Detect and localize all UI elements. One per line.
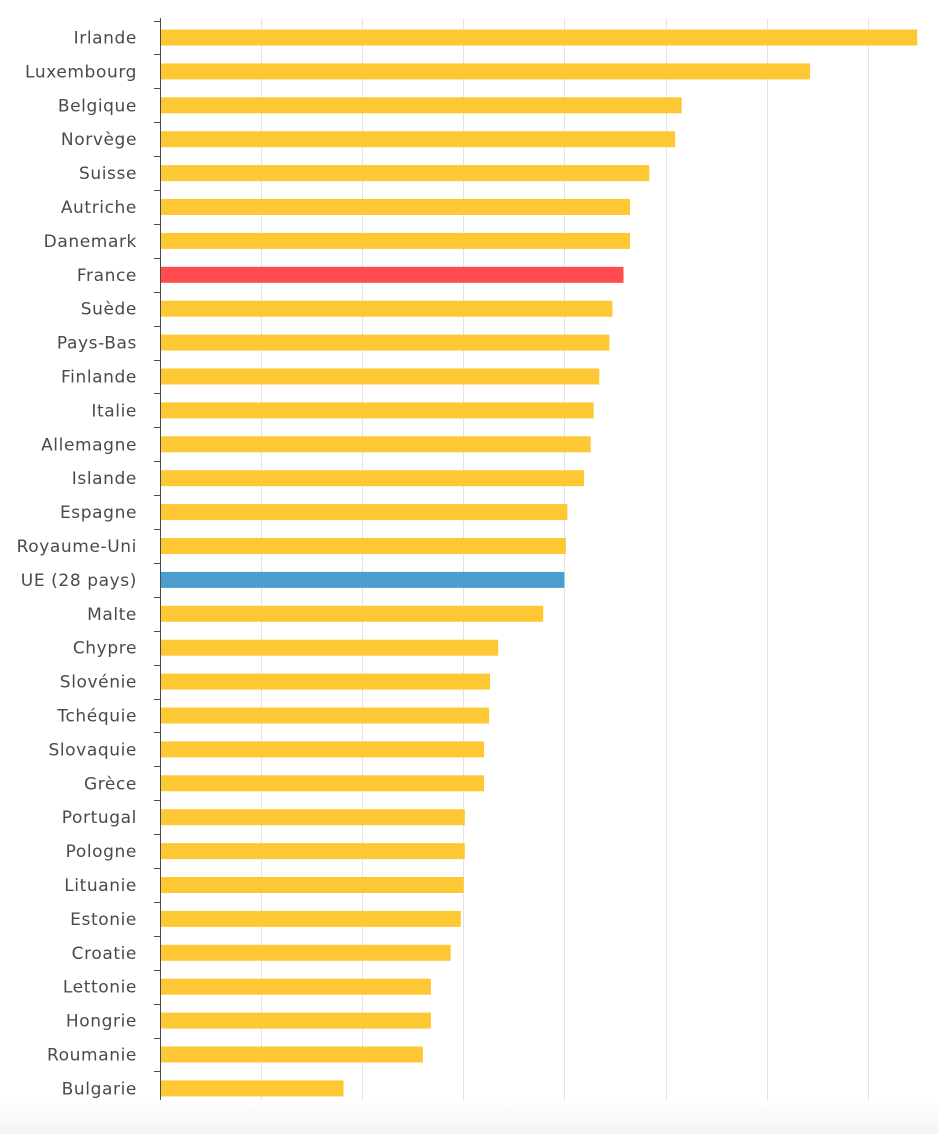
category-label: UE (28 pays) [21, 571, 137, 591]
bar-norv-ge [161, 131, 676, 148]
category-label: Pologne [66, 842, 137, 862]
category-label: Portugal [62, 808, 137, 828]
bar-portugal [161, 809, 465, 826]
bar-pays-bas [161, 334, 610, 351]
category-label: Lettonie [63, 978, 137, 998]
category-label: Danemark [44, 232, 137, 252]
bar-chypre [161, 639, 499, 656]
category-label: Autriche [61, 198, 137, 218]
bar-croatie [161, 944, 451, 961]
category-label: Norvège [61, 130, 137, 150]
bar-royaume-uni [161, 538, 566, 554]
y-axis [154, 18, 161, 1100]
category-label: Hongrie [66, 1012, 137, 1032]
category-label: Belgique [58, 96, 137, 116]
bar-tch-quie [161, 707, 490, 724]
bar-italie [161, 402, 594, 419]
bar-ue-28-pays [161, 571, 565, 588]
bar-gr-ce [161, 775, 484, 792]
bar-slov-nie [161, 673, 491, 690]
category-label: Allemagne [41, 435, 137, 455]
category-label: Royaume-Uni [17, 537, 137, 557]
bar-espagne [161, 504, 568, 521]
bar-france [161, 266, 624, 283]
category-label: Islande [72, 469, 137, 489]
bar-belgique [161, 97, 682, 114]
bar-luxembourg [161, 63, 811, 80]
category-label: Espagne [60, 503, 137, 523]
category-label: Slovaquie [48, 740, 137, 760]
bar-roumanie [161, 1046, 423, 1063]
category-label: Suisse [79, 164, 137, 184]
bar-danemark [161, 232, 631, 249]
category-label: Malte [87, 605, 137, 625]
bar-irlande [161, 29, 918, 46]
category-label: Estonie [70, 910, 137, 930]
bar-lituanie [161, 877, 464, 893]
category-label: Irlande [74, 29, 137, 49]
category-label: Suède [81, 300, 137, 320]
bar-allemagne [161, 436, 591, 453]
bar-pologne [161, 843, 465, 860]
bar-autriche [161, 199, 631, 215]
category-label: Slovénie [60, 673, 137, 693]
bar-slovaquie [161, 741, 484, 758]
bars [161, 29, 918, 1097]
gridlines [261, 18, 869, 1100]
bar-islande [161, 470, 585, 487]
bar-estonie [161, 910, 461, 927]
category-label: Tchéquie [56, 707, 137, 727]
category-label: Roumanie [47, 1046, 137, 1066]
category-label: Bulgarie [62, 1079, 137, 1099]
bar-malte [161, 605, 544, 622]
bar-suisse [161, 165, 650, 182]
category-label: Croatie [72, 944, 137, 964]
bar-su-de [161, 300, 613, 317]
category-label: Finlande [61, 368, 137, 388]
category-label: Italie [91, 401, 137, 421]
bar-finlande [161, 368, 600, 385]
category-labels: Irlande Luxembourg Belgique Norvège Suisse Au… [17, 29, 137, 1100]
category-label: Grèce [84, 774, 137, 794]
category-label: Lituanie [64, 876, 137, 896]
bar-bulgarie [161, 1080, 344, 1097]
category-label: Luxembourg [25, 62, 137, 82]
category-label: Chypre [73, 639, 137, 659]
category-label: France [77, 266, 137, 286]
bar-hongrie [161, 1012, 431, 1029]
bar-lettonie [161, 978, 431, 995]
category-label: Pays-Bas [57, 334, 137, 354]
